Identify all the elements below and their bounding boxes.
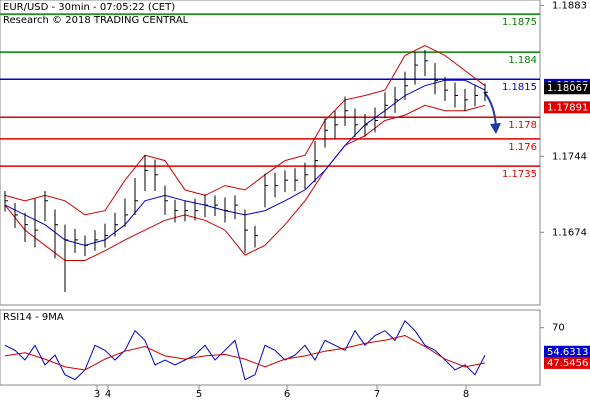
x-tick-label: 3 bbox=[94, 389, 100, 400]
price-panel bbox=[0, 0, 541, 306]
x-tick-label: 6 bbox=[284, 389, 290, 400]
price-tag-label: 1.17891 bbox=[547, 102, 588, 113]
rsi-title: RSI14 - 9MA bbox=[3, 312, 64, 323]
level-label: 1.1735 bbox=[502, 169, 537, 180]
x-tick-label: 4 bbox=[105, 389, 111, 400]
price-tag bbox=[544, 345, 590, 358]
series-line bbox=[4, 104, 486, 261]
level-label: 1.178 bbox=[508, 120, 537, 131]
price-tag-label: 54.6313 bbox=[547, 347, 588, 358]
y-tick-label: 70 bbox=[552, 323, 565, 334]
y-tick-label: 1.1674 bbox=[552, 227, 587, 238]
level-label: 1.1815 bbox=[502, 82, 537, 93]
y-tick-label: 1.1883 bbox=[552, 0, 587, 11]
x-tick-label: 8 bbox=[463, 389, 469, 400]
series-line bbox=[4, 45, 486, 216]
x-tick-label: 5 bbox=[196, 389, 202, 400]
price-tag bbox=[544, 356, 590, 369]
y-tick-label: 1.1744 bbox=[552, 151, 587, 162]
price-tag-label: 47.5456 bbox=[547, 358, 588, 369]
forecast-arrow-head bbox=[490, 123, 501, 134]
series-line bbox=[4, 334, 486, 371]
chart-subtitle: Research © 2018 TRADING CENTRAL bbox=[3, 15, 189, 26]
level-label: 1.1875 bbox=[502, 17, 537, 28]
x-tick-label: 7 bbox=[374, 389, 380, 400]
chart-title: EUR/USD - 30min - 07:05:22 (CET) bbox=[3, 2, 175, 13]
level-label: 1.184 bbox=[508, 55, 537, 66]
price-tag-label: 1.18067 bbox=[547, 83, 588, 94]
price-tag bbox=[544, 101, 590, 114]
price-tag bbox=[544, 82, 590, 95]
level-label: 1.176 bbox=[508, 142, 537, 153]
